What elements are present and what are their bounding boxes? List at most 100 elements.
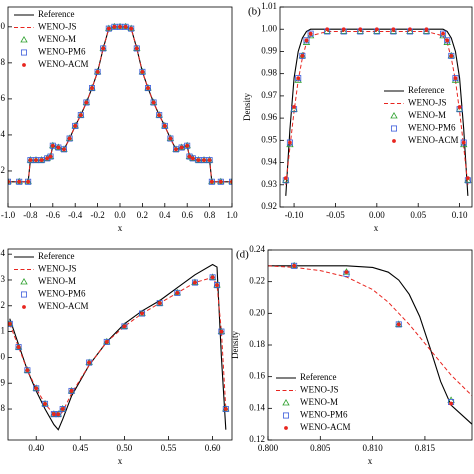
- marker-triangle: [422, 27, 431, 34]
- marker-dot: [34, 386, 39, 391]
- y-tick-label: 3.9: [0, 377, 6, 387]
- y-tick-label: 0.4: [0, 129, 6, 139]
- marker-dot: [73, 124, 78, 128]
- marker-dot: [292, 263, 297, 268]
- marker-triangle: [323, 27, 331, 34]
- y-tick-label: 0.12: [249, 434, 265, 444]
- marker-dot: [39, 158, 44, 163]
- marker-square: [206, 157, 213, 164]
- marker-square: [103, 338, 110, 345]
- marker-dot: [300, 53, 305, 58]
- marker-dot: [87, 360, 92, 365]
- legend-label: WENO-JS: [300, 385, 339, 395]
- y-tick-label: 0.6: [0, 93, 6, 103]
- marker-triangle: [282, 176, 290, 183]
- x-tick-label: -0.10: [285, 210, 304, 220]
- marker-dot: [175, 290, 180, 295]
- marker-square: [20, 291, 27, 298]
- marker-dot: [67, 136, 72, 141]
- plot-area: [8, 22, 232, 185]
- y-tick-label: 3.8: [0, 403, 6, 413]
- marker-dot: [207, 158, 212, 163]
- marker-dot: [28, 158, 33, 163]
- marker-dot: [193, 280, 197, 285]
- legend-label: WENO-ACM: [408, 135, 459, 145]
- y-tick-label: 0.96: [261, 112, 277, 122]
- marker-square: [8, 178, 11, 185]
- marker-dot: [84, 100, 89, 105]
- marker-dot: [162, 124, 167, 128]
- marker-square: [133, 45, 140, 52]
- marker-square: [25, 178, 32, 185]
- x-axis-label: x: [368, 456, 373, 466]
- legend-label: WENO-M: [38, 276, 76, 286]
- marker-dot: [215, 283, 219, 288]
- marker-dot: [209, 179, 214, 184]
- marker-triangle: [282, 398, 290, 406]
- x-tick-label: -0.05: [326, 210, 345, 220]
- y-tick-label: 0.16: [249, 371, 265, 381]
- marker-dot: [26, 179, 31, 184]
- panel-label: (d): [236, 249, 249, 261]
- marker-square: [189, 155, 196, 162]
- x-tick-label: 0.10: [452, 210, 468, 220]
- y-tick-label: 1.01: [261, 1, 277, 11]
- marker-square: [307, 30, 314, 37]
- marker-dot: [8, 179, 10, 184]
- marker-dot: [219, 329, 224, 334]
- y-tick-label: 4.3: [0, 274, 6, 284]
- marker-dot: [56, 145, 61, 150]
- marker-dot: [465, 176, 470, 181]
- marker-triangle: [451, 76, 460, 83]
- marker-square: [167, 135, 174, 142]
- marker-square: [144, 85, 151, 92]
- marker-triangle: [460, 140, 468, 148]
- marker-dot: [78, 113, 83, 118]
- marker-square: [222, 406, 229, 413]
- legend-label: WENO-PM6: [38, 47, 86, 57]
- x-axis-label: x: [374, 223, 379, 233]
- x-tick-label: 0.800: [258, 443, 279, 453]
- marker-dot: [174, 147, 178, 152]
- marker-dot: [391, 27, 396, 32]
- marker-dot: [56, 412, 61, 417]
- y-tick-label: 0.98: [261, 68, 277, 78]
- marker-square: [217, 178, 224, 185]
- marker-square: [286, 139, 293, 146]
- marker-square: [61, 146, 68, 153]
- marker-square: [100, 45, 107, 52]
- marker-square: [395, 321, 402, 328]
- legend-label: Reference: [300, 372, 336, 382]
- plot-frame: [267, 249, 473, 441]
- marker-square: [178, 144, 185, 151]
- marker-dot: [210, 275, 215, 280]
- plot-frame: [7, 248, 233, 441]
- x-tick-label: -0.8: [23, 210, 38, 220]
- marker-dot: [461, 140, 466, 145]
- marker-triangle: [20, 277, 28, 285]
- marker-dot: [95, 69, 100, 74]
- marker-dot: [34, 158, 38, 163]
- marker-dot: [122, 324, 127, 329]
- marker-dot: [283, 176, 288, 181]
- marker-square: [8, 320, 13, 327]
- panel-label: (b): [248, 6, 261, 18]
- marker-dot: [157, 113, 162, 118]
- marker-dot: [449, 401, 453, 406]
- legend-label: WENO-PM6: [38, 289, 86, 299]
- marker-square: [122, 23, 129, 30]
- marker-square: [72, 122, 79, 129]
- marker-triangle: [439, 31, 447, 39]
- marker-square: [42, 400, 49, 407]
- y-tick-label: 0.20: [249, 307, 265, 317]
- marker-dot: [202, 158, 206, 163]
- x-tick-label: -0.4: [68, 210, 83, 220]
- marker-dot: [50, 143, 55, 148]
- marker-square: [105, 25, 112, 32]
- marker-square: [156, 112, 163, 119]
- marker-dot: [392, 139, 396, 143]
- legend-label: WENO-ACM: [38, 59, 89, 69]
- marker-square: [139, 68, 146, 75]
- marker-square: [282, 412, 289, 419]
- plot-area: [8, 263, 230, 431]
